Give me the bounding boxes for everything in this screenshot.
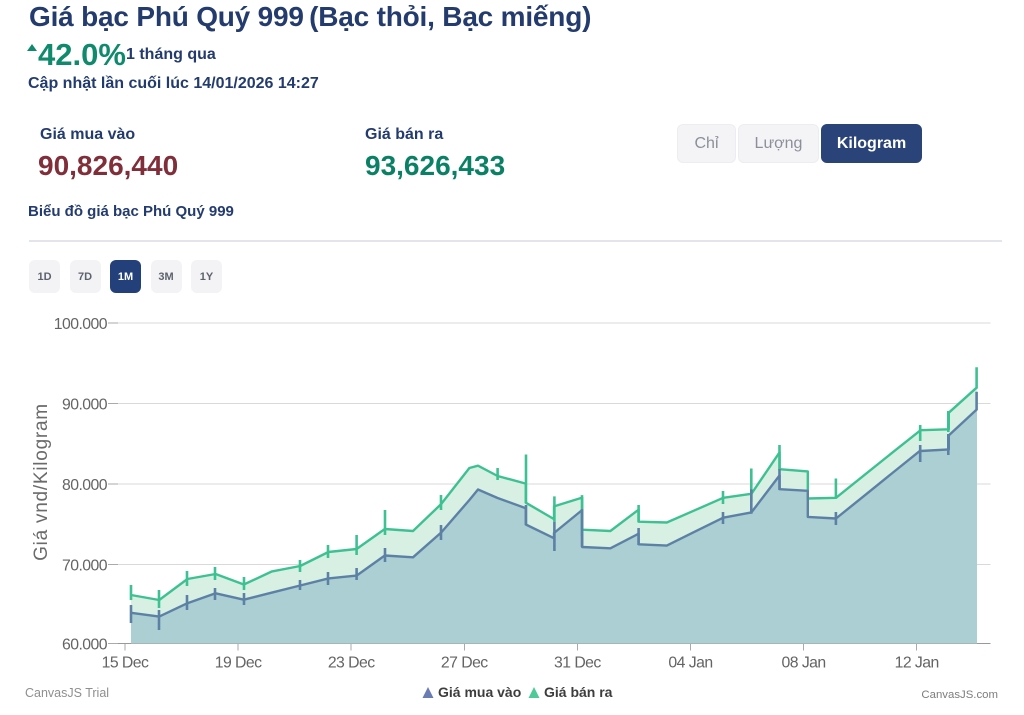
svg-text:CanvasJS.com: CanvasJS.com	[921, 689, 998, 701]
svg-text:31 Dec: 31 Dec	[554, 655, 601, 672]
svg-text:60.000: 60.000	[62, 636, 108, 653]
svg-text:04 Jan: 04 Jan	[668, 655, 712, 672]
svg-text:12 Jan: 12 Jan	[895, 655, 939, 672]
svg-text:90.000: 90.000	[62, 396, 108, 413]
svg-text:23 Dec: 23 Dec	[328, 655, 375, 672]
svg-text:15 Dec: 15 Dec	[102, 655, 149, 672]
svg-text:08 Jan: 08 Jan	[782, 655, 826, 672]
svg-text:100.000: 100.000	[54, 316, 108, 333]
svg-text:Giá bán ra: Giá bán ra	[544, 684, 613, 700]
svg-text:27 Dec: 27 Dec	[441, 655, 488, 672]
svg-text:70.000: 70.000	[62, 557, 108, 574]
svg-text:80.000: 80.000	[62, 477, 108, 494]
svg-text:Giá vnd/Kilogram: Giá vnd/Kilogram	[31, 403, 52, 561]
svg-text:19 Dec: 19 Dec	[215, 655, 262, 672]
svg-text:CanvasJS Trial: CanvasJS Trial	[25, 686, 109, 700]
svg-text:Giá mua vào: Giá mua vào	[438, 684, 521, 700]
